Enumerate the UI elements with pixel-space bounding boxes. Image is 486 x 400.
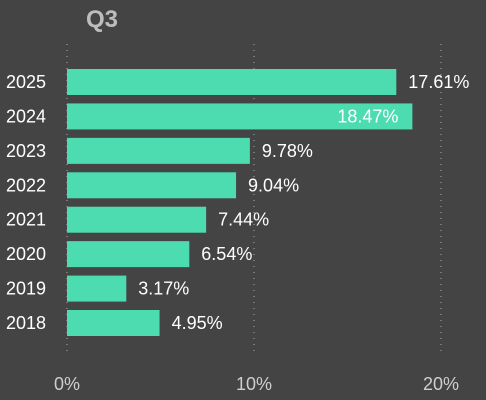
value-label: 18.47% (337, 106, 398, 126)
category-label: 2021 (6, 210, 46, 230)
bar-2018 (67, 310, 160, 337)
category-label: 2020 (6, 244, 46, 264)
category-label: 2023 (6, 141, 46, 161)
value-label: 6.54% (201, 244, 252, 264)
value-label: 4.95% (172, 313, 223, 333)
bar-2022 (67, 172, 237, 199)
value-label: 3.17% (138, 279, 189, 299)
bar-2023 (67, 137, 250, 164)
category-label: 2025 (6, 72, 46, 92)
x-tick-label: 0% (54, 374, 80, 394)
category-label: 2019 (6, 279, 46, 299)
bar-2021 (67, 206, 207, 233)
bar-2020 (67, 241, 190, 268)
category-label: 2022 (6, 175, 46, 195)
bar-2024 (67, 103, 413, 130)
value-label: 9.78% (262, 141, 313, 161)
category-label: 2018 (6, 313, 46, 333)
labels: 0% 10% 20% 2025 17.61% 2024 18.47% 2023 9.78% 202… (6, 72, 469, 394)
chart-title: Q3 (86, 6, 119, 33)
category-label: 2024 (6, 106, 46, 126)
value-label: 9.04% (248, 175, 299, 195)
x-tick-label: 20% (423, 374, 459, 394)
value-label: 17.61% (408, 72, 469, 92)
x-tick-label: 10% (236, 374, 272, 394)
bar-2019 (67, 275, 127, 302)
grid-lines (66, 44, 442, 356)
bars (67, 69, 413, 337)
value-label: 7.44% (218, 210, 269, 230)
bar-2025 (67, 69, 397, 95)
